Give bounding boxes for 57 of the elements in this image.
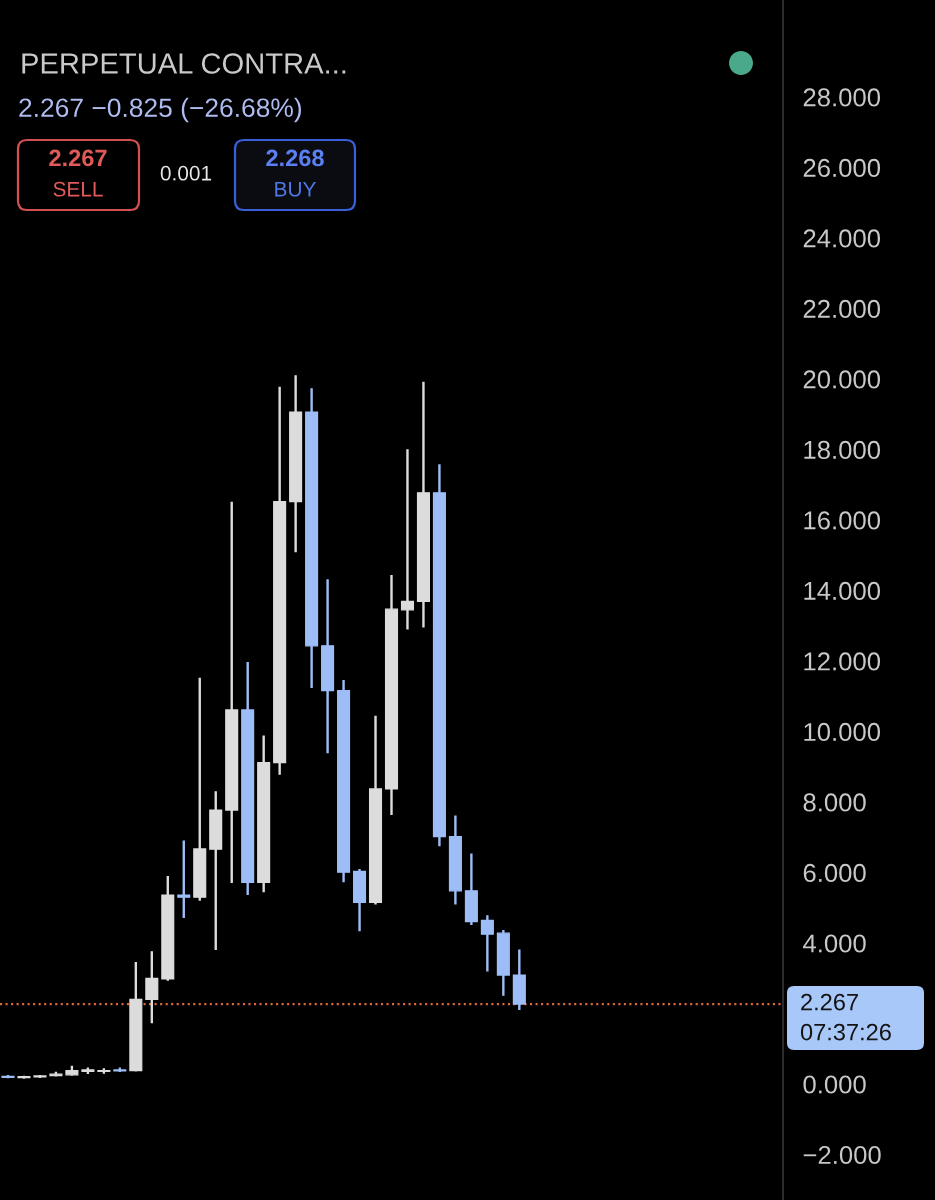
annotation: 0.001 xyxy=(160,165,212,181)
candlestick xyxy=(113,1067,127,1072)
candlestick xyxy=(33,1074,47,1078)
candlestick xyxy=(1,1074,15,1079)
y-tick-label: 26.000 xyxy=(803,158,881,178)
candlestick xyxy=(432,464,446,847)
ref-line-label: 2.267 xyxy=(801,993,858,1011)
y-tick-label: 10.000 xyxy=(804,722,881,742)
y-tick-label: 8.000 xyxy=(803,793,866,812)
y-tick-label: 14.000 xyxy=(804,581,881,601)
candlestick xyxy=(321,579,335,754)
candlestick xyxy=(416,381,430,628)
candlestick xyxy=(384,575,399,815)
candlestick xyxy=(209,791,223,950)
y-tick-label: 24.000 xyxy=(803,229,881,248)
y-tick-label: 28.000 xyxy=(803,88,881,107)
y-tick-label: 0.000 xyxy=(803,1075,866,1094)
candlestick xyxy=(305,388,319,689)
candlestick xyxy=(353,869,367,932)
annotation: BUY xyxy=(275,182,316,197)
y-tick-label: 4.000 xyxy=(803,934,866,953)
y-tick-label: 22.000 xyxy=(803,299,881,319)
candlestick xyxy=(65,1065,79,1076)
text: PERPETUAL CONTRA... xyxy=(22,53,346,74)
candlestick xyxy=(464,853,478,925)
text: 2.267 −0.825 (−26.68%) xyxy=(19,97,301,123)
candlestick xyxy=(225,501,239,883)
y-tick-label: 18.000 xyxy=(804,440,881,460)
candlestick xyxy=(480,915,494,972)
candlestick xyxy=(273,386,287,775)
candlestick xyxy=(337,680,351,883)
candlestick xyxy=(161,876,175,981)
y-tick-label: 6.000 xyxy=(803,863,866,883)
candlestick xyxy=(17,1075,31,1079)
annotation: 2.268 xyxy=(266,149,324,167)
text: 07:37:26 xyxy=(800,1023,891,1041)
y-tick-label: 20.000 xyxy=(803,370,881,389)
candlestick xyxy=(193,677,207,901)
candlestick xyxy=(368,715,383,905)
candlestick xyxy=(145,951,159,1024)
candlestick xyxy=(448,815,462,905)
candlestick xyxy=(49,1071,63,1077)
y-tick-label: 12.000 xyxy=(804,652,881,671)
annotation: SELL xyxy=(53,181,103,197)
candlestick xyxy=(400,449,415,630)
candlestick xyxy=(241,662,255,895)
candlestick xyxy=(257,735,271,893)
candlestick xyxy=(289,375,303,553)
candlestick xyxy=(129,962,143,1072)
candlestick xyxy=(81,1067,95,1075)
candlestick xyxy=(496,930,510,996)
candlestick xyxy=(177,840,191,918)
candlestick xyxy=(512,949,526,1010)
annotation: 2.267 xyxy=(49,149,107,167)
candlestick xyxy=(97,1068,111,1074)
y-tick-label: 16.000 xyxy=(804,511,881,530)
y-tick-label: −2.000 xyxy=(803,1145,881,1165)
